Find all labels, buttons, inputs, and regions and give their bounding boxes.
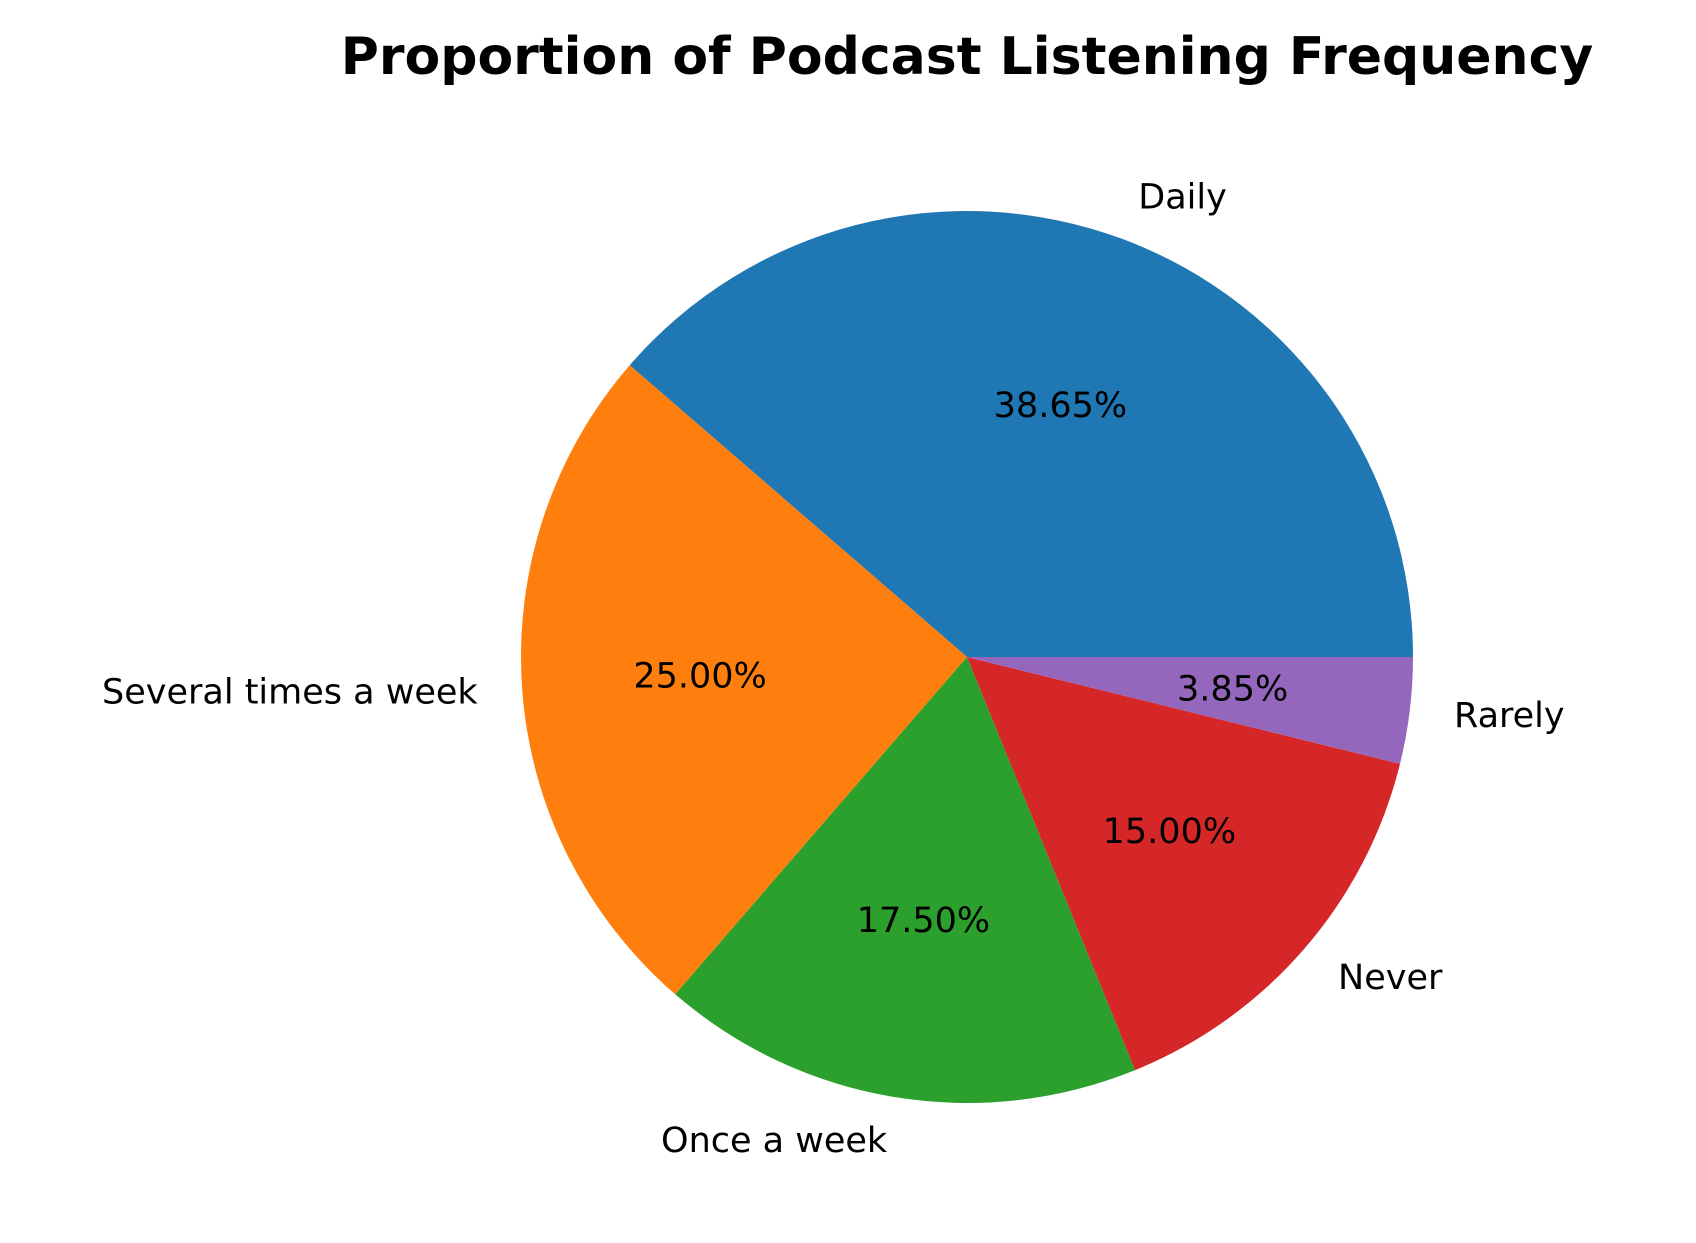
slice-value-rarely: 3.85% <box>1177 669 1288 709</box>
pie-slice-several-times-a-week <box>521 365 967 995</box>
pie-slice-never <box>967 657 1401 1071</box>
slice-value-several-times-a-week: 25.00% <box>633 656 766 696</box>
slice-label-once-a-week: Once a week <box>661 1121 888 1161</box>
pie-slice-daily <box>629 211 1413 657</box>
slice-value-daily: 38.65% <box>994 386 1127 426</box>
slice-value-never: 15.00% <box>1103 812 1236 852</box>
slice-value-once-a-week: 17.50% <box>857 901 990 941</box>
pie-slice-rarely <box>967 657 1413 764</box>
slice-label-never: Never <box>1338 958 1443 998</box>
pie-slice-once-a-week <box>675 657 1136 1103</box>
pie-labels: Daily 38.65% Several times a week 25.00% Onc… <box>102 177 1565 1161</box>
pie-slices <box>521 211 1413 1103</box>
chart-title: Proportion of Podcast Listening Frequenc… <box>341 27 1594 87</box>
slice-label-rarely: Rarely <box>1454 696 1565 736</box>
slice-label-daily: Daily <box>1138 177 1227 217</box>
slice-label-several-times-a-week: Several times a week <box>102 672 478 712</box>
